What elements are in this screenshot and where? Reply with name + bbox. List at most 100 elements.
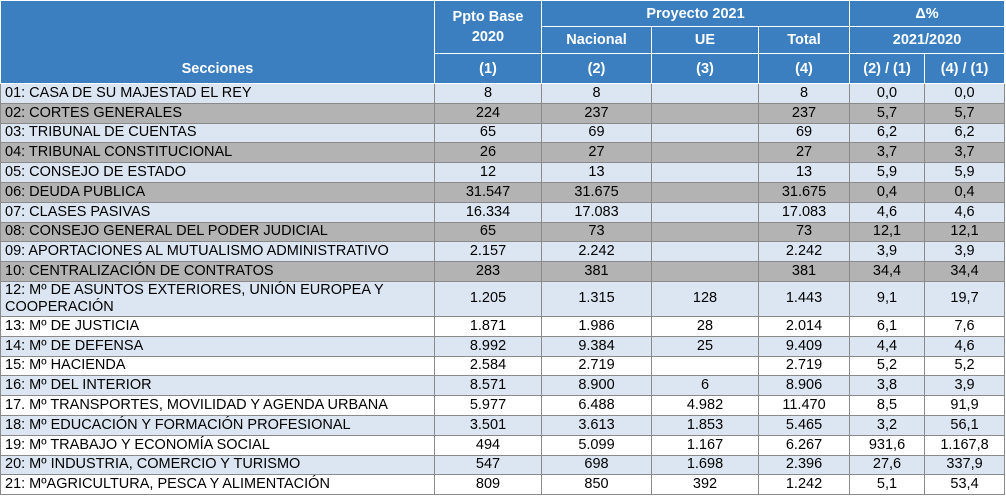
table-cell: 07: CLASES PASIVAS [0,201,435,223]
table-row: 04: TRIBUNAL CONSTITUCIONAL 26 27 27 3,7 3,7 [0,142,1006,164]
table-row: 03: TRIBUNAL DE CUENTAS 65 69 69 6,2 6,2 [0,122,1006,144]
table-cell: 27,6 [849,454,926,476]
table-cell: 5,2 [849,355,926,377]
header-cell: Total [757,26,851,54]
table-cell: 26 [434,142,542,164]
table-cell: 2.242 [541,241,652,263]
table-cell: 1.242 [757,474,851,496]
table-cell: 19,7 [924,280,1006,317]
header-cell: Secciones [0,0,435,84]
table-cell: 09: APORTACIONES AL MUTUALISMO ADMINISTR… [0,241,435,263]
table-cell: 5.977 [434,395,542,416]
table-cell: 14: Mº DE DEFENSA [0,335,435,357]
table-cell: 21: MºAGRICULTURA, PESCA Y ALIMENTACIÓN [0,474,435,496]
table-cell: 8 [541,83,652,104]
table-cell: 4,6 [924,201,1006,223]
table-cell: 128 [651,280,759,317]
table-row: 19: Mº TRABAJO Y ECONOMÍA SOCIAL 494 5.099… [0,434,1006,456]
table-cell: 5,1 [849,474,926,496]
table-cell: 56,1 [924,414,1006,436]
table-cell: 06: DEUDA PUBLICA [0,181,435,203]
table-cell: 3,9 [924,375,1006,397]
table-row: 20: Mº INDUSTRIA, COMERCIO Y TURISMO 547 6… [0,454,1006,476]
table-cell: 12,1 [924,221,1006,243]
header-cell: (2) [541,53,652,84]
table-cell: 13: Mº DE JUSTICIA [0,315,435,337]
table-cell: 17.083 [757,201,851,223]
header-cell: UE [651,26,759,54]
table-cell [651,162,759,183]
table-cell: 9.384 [541,335,652,357]
table-cell: 0,0 [924,83,1006,104]
table-cell: 3,8 [849,375,926,397]
header-cell: (3) [651,53,759,84]
table-cell: 31.675 [757,181,851,203]
table-cell: 931,6 [849,434,926,456]
table-row: 02: CORTES GENERALES 224 237 237 5,7 5,7 [0,102,1006,124]
table-cell: 6,2 [849,122,926,144]
table-cell: 0,4 [849,181,926,203]
table-cell: 494 [434,434,542,456]
table-row: 13: Mº DE JUSTICIA 1.871 1.986 28 2.014 6,1 7,… [0,315,1006,337]
table-cell: 4,4 [849,335,926,357]
table-cell: 3.613 [541,414,652,436]
table-cell: 17.083 [541,201,652,223]
table-cell: 6.267 [757,434,851,456]
table-cell: 73 [541,221,652,243]
table-cell: 6,2 [924,122,1006,144]
table-cell: 13 [757,162,851,183]
table-cell: 9.409 [757,335,851,357]
table-cell: 08: CONSEJO GENERAL DEL PODER JUDICIAL [0,221,435,243]
table-row: 08: CONSEJO GENERAL DEL PODER JUDICIAL 65… [0,221,1006,243]
table-cell: 5.099 [541,434,652,456]
table-cell: 5,9 [849,162,926,183]
table-cell: 69 [541,122,652,144]
table-cell: 2.157 [434,241,542,263]
table-cell: 6 [651,375,759,397]
table-cell: 12,1 [849,221,926,243]
header-cell: 2021/2020 [849,26,1006,54]
table-cell: 91,9 [924,395,1006,416]
table-cell: 1.443 [757,280,851,317]
table-cell: 20: Mº INDUSTRIA, COMERCIO Y TURISMO [0,454,435,476]
table-cell: 6.488 [541,395,652,416]
table-cell: 3,9 [849,241,926,263]
header-cell: (2) / (1) [849,53,926,84]
table-cell: 2.584 [434,355,542,377]
table-cell: 2.719 [541,355,652,377]
table-cell: 16: Mº DEL INTERIOR [0,375,435,397]
table-cell: 5,7 [924,102,1006,124]
table-cell: 04: TRIBUNAL CONSTITUCIONAL [0,142,435,164]
table-cell: 11.470 [757,395,851,416]
table-cell: 3.501 [434,414,542,436]
table-cell [651,181,759,203]
header-cell: (4) / (1) [924,53,1006,84]
table-cell: 03: TRIBUNAL DE CUENTAS [0,122,435,144]
table-cell: 809 [434,474,542,496]
table-cell: 31.547 [434,181,542,203]
table-row: 18: Mº EDUCACIÓN Y FORMACIÓN PROFESIONAL… [0,414,1006,436]
table-row: 01: CASA DE SU MAJESTAD EL REY 8 8 8 0,0 0,0 [0,83,1006,104]
table-cell: 0,4 [924,181,1006,203]
table-cell: 283 [434,261,542,282]
table-cell: 1.205 [434,280,542,317]
table-row: 14: Mº DE DEFENSA 8.992 9.384 25 9.409 4,4 4,6 [0,335,1006,357]
table-cell: 5,2 [924,355,1006,377]
table-cell: 5,7 [849,102,926,124]
table-cell: 2.719 [757,355,851,377]
header-cell: Proyecto 2021 [540,0,851,27]
table-cell: 337,9 [924,454,1006,476]
table-cell: 7,6 [924,315,1006,337]
table-cell: 8 [757,83,851,104]
table-cell: 8.992 [434,335,542,357]
table-cell: 9,1 [849,280,926,317]
table-cell: 224 [434,102,542,124]
table-cell: 27 [757,142,851,164]
table-cell: 3,7 [924,142,1006,164]
table-cell: 3,7 [849,142,926,164]
table-cell: 28 [651,315,759,337]
table-cell: 392 [651,474,759,496]
table-cell: 237 [541,102,652,124]
